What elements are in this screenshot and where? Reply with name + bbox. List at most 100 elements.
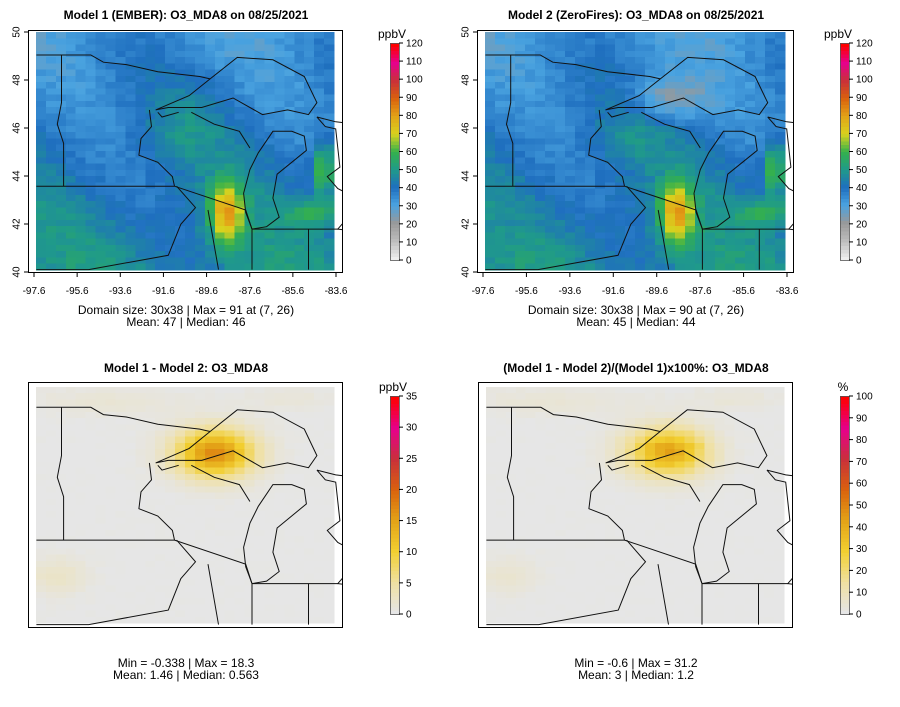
grid-cell [224, 113, 236, 121]
grid-cell [304, 244, 315, 252]
grid-cell [274, 132, 285, 140]
grid-cell [105, 399, 117, 407]
grid-cell [185, 523, 196, 531]
grid-cell [244, 107, 256, 115]
grid-cell [664, 604, 676, 612]
grid-cell [214, 536, 226, 543]
grid-cell [36, 138, 47, 146]
grid-cell [254, 44, 266, 52]
grid-cell [535, 579, 547, 587]
grid-cell [635, 107, 646, 115]
grid-cell [234, 169, 246, 177]
grid-cell [664, 517, 676, 525]
grid-cell [194, 263, 206, 271]
colorbar-swatch [840, 519, 849, 524]
grid-cell [115, 151, 126, 158]
grid-cell [304, 585, 315, 593]
grid-cell [535, 399, 547, 407]
colorbar-swatch [840, 122, 849, 127]
grid-cell [645, 125, 656, 133]
grid-cell [585, 263, 596, 271]
grid-cell [745, 75, 756, 83]
grid-cell [244, 263, 256, 271]
grid-cell [284, 498, 295, 506]
grid-cell [185, 486, 196, 494]
grid-cell [304, 399, 315, 407]
grid-cell [625, 486, 636, 494]
grid-cell [284, 616, 295, 624]
grid-cell [75, 579, 87, 587]
grid-cell [495, 125, 506, 133]
grid-cell [625, 473, 636, 481]
grid-cell [165, 449, 176, 456]
grid-cell [775, 144, 786, 152]
grid-cell [635, 498, 646, 506]
grid-cell [664, 387, 676, 394]
grid-cell [145, 505, 156, 512]
grid-cell [745, 44, 756, 52]
grid-cell [704, 560, 716, 568]
grid-cell [495, 263, 506, 271]
grid-cell [115, 57, 126, 64]
grid-cell [485, 125, 496, 133]
grid-cell [486, 548, 497, 556]
grid-cell [754, 511, 765, 519]
grid-cell [145, 169, 156, 177]
grid-cell [254, 393, 266, 401]
grid-cell [555, 436, 567, 444]
grid-cell [214, 473, 226, 481]
grid-cell [294, 182, 305, 190]
grid-cell [264, 387, 275, 394]
grid-cell [495, 213, 506, 221]
grid-cell [324, 263, 335, 271]
grid-cell [264, 257, 275, 265]
grid-cell [155, 207, 166, 215]
grid-cell [214, 244, 226, 252]
grid-cell [95, 132, 107, 140]
grid-cell [324, 598, 335, 605]
grid-cell [525, 424, 537, 432]
grid-cell [284, 132, 295, 140]
grid-cell [744, 436, 755, 444]
grid-cell [545, 399, 557, 407]
grid-cell [745, 207, 756, 215]
grid-cell [674, 548, 686, 556]
grid-cell [125, 219, 136, 227]
grid-cell [274, 492, 285, 500]
grid-cell [765, 163, 776, 171]
grid-cell [234, 387, 246, 394]
grid-cell [185, 461, 196, 469]
grid-cell [505, 473, 517, 481]
grid-cell [165, 560, 176, 568]
grid-cell [585, 188, 596, 196]
grid-cell [615, 251, 626, 259]
grid-cell [525, 418, 537, 425]
grid-cell [36, 151, 47, 158]
grid-cell [615, 461, 626, 469]
grid-cell [495, 492, 507, 500]
colorbar-swatch [390, 505, 399, 510]
grid-cell [234, 138, 246, 146]
grid-cell [495, 505, 507, 512]
grid-cell [734, 467, 745, 475]
grid-cell [254, 511, 266, 519]
grid-cell [264, 113, 275, 121]
grid-cell [755, 88, 766, 96]
grid-cell [55, 579, 67, 587]
grid-cell [155, 100, 166, 108]
grid-cell [754, 573, 765, 581]
grid-cell [635, 393, 646, 401]
grid-cell [185, 194, 196, 202]
grid-cell [675, 82, 686, 89]
grid-cell [95, 50, 107, 58]
grid-cell [145, 442, 156, 450]
grid-cell [684, 449, 696, 456]
grid-cell [545, 492, 557, 500]
grid-cell [224, 554, 236, 562]
grid-cell [555, 480, 567, 487]
grid-cell [725, 219, 736, 227]
grid-cell [95, 467, 107, 475]
grid-cell [595, 226, 606, 234]
grid-cell [565, 113, 576, 121]
